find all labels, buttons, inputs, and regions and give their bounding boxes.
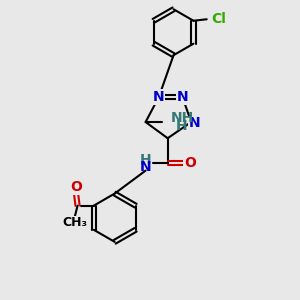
Text: N: N <box>177 90 188 104</box>
Text: Cl: Cl <box>211 12 226 26</box>
Text: O: O <box>184 156 196 170</box>
Text: CH₃: CH₃ <box>62 216 87 229</box>
Text: H: H <box>176 119 187 134</box>
Text: N: N <box>140 160 152 174</box>
Text: O: O <box>70 180 82 194</box>
Text: H: H <box>140 153 152 167</box>
Text: N: N <box>153 90 165 104</box>
Text: NH: NH <box>171 112 194 125</box>
Text: N: N <box>188 116 200 130</box>
